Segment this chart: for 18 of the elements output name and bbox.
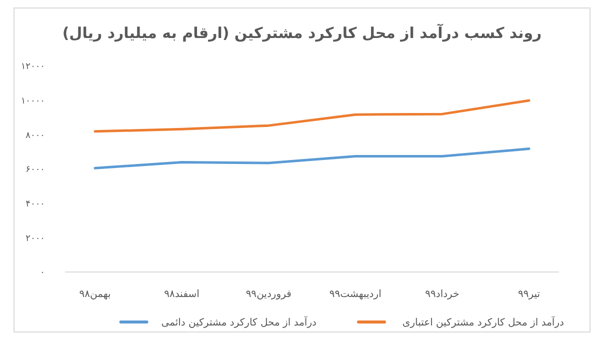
y-tick-label: ۴۰۰۰	[26, 199, 45, 210]
chart-title: روند کسب درآمد از محل کارکرد مشترکین (ارقام به میلیارد ریال)	[62, 23, 542, 42]
x-tick-label: فروردین۹۹	[246, 289, 292, 300]
x-tick-label: اردیبهشت۹۹	[329, 289, 382, 300]
y-tick-label: ۱۰۰۰۰	[20, 96, 45, 106]
line-series	[94, 99, 530, 133]
x-tick-label: خرداد۹۹	[425, 289, 460, 300]
y-tick-label: ۱۲۰۰۰	[20, 62, 45, 72]
x-tick-label: بهمن۹۸	[79, 289, 111, 300]
y-tick-label: ۲۰۰۰	[26, 234, 45, 244]
x-tick-label: اسفند۹۸	[164, 289, 200, 300]
line-series	[94, 147, 530, 170]
y-tick-label: ۶۰۰۰	[26, 165, 45, 176]
y-tick-label: ۰	[40, 268, 45, 278]
x-tick-label: تیر۹۹	[518, 289, 540, 300]
legend-label: درآمد از محل کارکرد مشترکین دائمی	[161, 316, 316, 328]
y-tick-label: ۸۰۰۰	[26, 130, 45, 141]
legend-label: درآمد از محل کارکرد مشترکین اعتباری	[402, 316, 564, 328]
